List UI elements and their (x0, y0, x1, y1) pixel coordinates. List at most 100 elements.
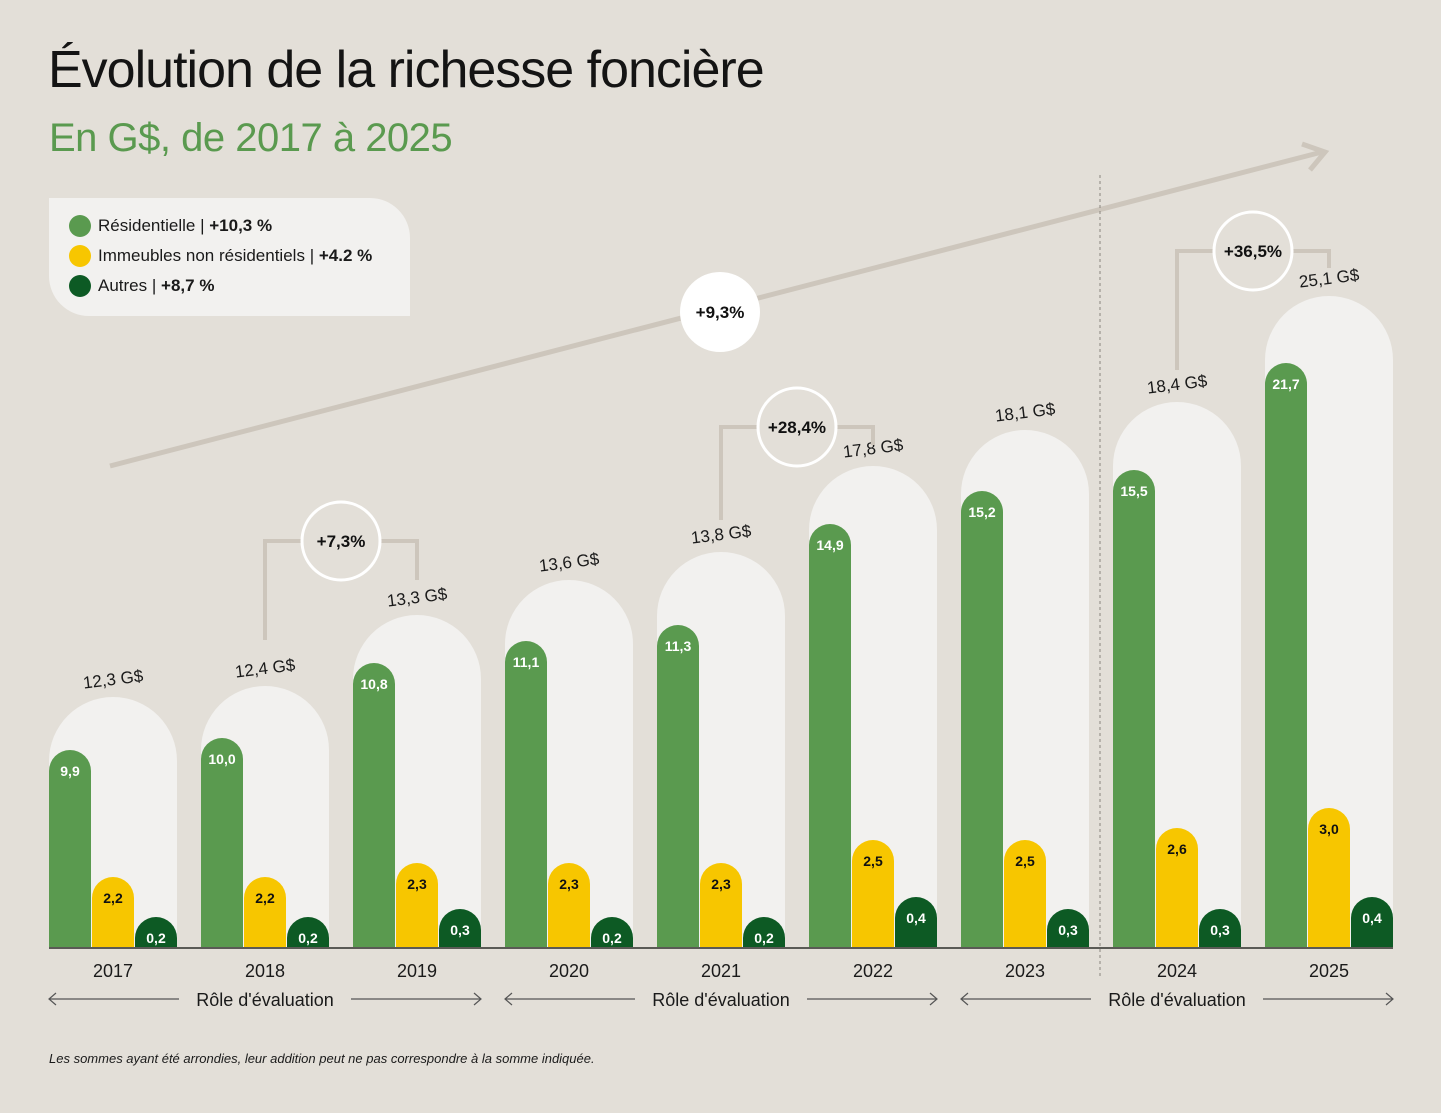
role-label: Rôle d'évaluation (1108, 990, 1246, 1010)
arrow-right-icon (929, 992, 938, 1006)
bar-value-label: 0,3 (1210, 922, 1230, 938)
overall-growth-label: +9,3% (696, 303, 745, 322)
growth-badge (756, 386, 838, 468)
bar-autres (1047, 909, 1089, 948)
total-label: 13,6 G$ (538, 549, 601, 575)
bar-immeubles-non-r-sidentiels (1308, 808, 1350, 948)
bar-value-label: 0,4 (1362, 910, 1382, 926)
role-label: Rôle d'évaluation (652, 990, 790, 1010)
bar-autres (135, 917, 177, 948)
total-label: 12,3 G$ (82, 666, 145, 692)
bar-r-sidentielle (961, 491, 1003, 948)
bar-r-sidentielle (1265, 363, 1307, 948)
x-tick-label: 2023 (1005, 961, 1045, 981)
bar-value-label: 2,3 (407, 876, 427, 892)
legend-sep: | (151, 276, 157, 295)
arrow-left-icon (960, 992, 969, 1006)
legend-item-others: Autres | +8,7 % (69, 275, 214, 297)
bar-value-label: 0,2 (146, 930, 166, 946)
legend-swatch (69, 245, 91, 267)
total-label: 13,3 G$ (386, 584, 449, 610)
legend: Résidentielle | +10,3 % Immeubles non ré… (49, 198, 410, 316)
bar-value-label: 2,3 (559, 876, 579, 892)
x-tick-label: 2021 (701, 961, 741, 981)
bar-autres (743, 917, 785, 948)
bar-value-label: 10,0 (208, 751, 235, 767)
bar-value-label: 3,0 (1319, 821, 1339, 837)
legend-label: Résidentielle (98, 216, 196, 235)
x-tick-label: 2020 (549, 961, 589, 981)
bar-autres (287, 917, 329, 948)
legend-item-non-residential: Immeubles non résidentiels | +4.2 % (69, 245, 372, 267)
bar-value-label: 14,9 (816, 537, 843, 553)
x-tick-label: 2022 (853, 961, 893, 981)
total-label: 13,8 G$ (690, 521, 753, 547)
bar-value-label: 2,5 (863, 853, 883, 869)
bar-value-label: 9,9 (60, 763, 80, 779)
trend-arrowhead-icon (1301, 141, 1330, 172)
bar-value-label: 11,3 (665, 638, 692, 654)
bar-immeubles-non-r-sidentiels (244, 877, 286, 948)
growth-badge-label: +28,4% (768, 418, 826, 437)
bar-value-label: 11,1 (513, 654, 540, 670)
bar-autres (591, 917, 633, 948)
chart-title: Évolution de la richesse foncière (48, 41, 765, 99)
total-label: 18,1 G$ (994, 399, 1057, 425)
bar-autres (1351, 897, 1393, 948)
overall-growth-badge (680, 272, 760, 352)
x-tick-label: 2024 (1157, 961, 1197, 981)
x-tick-label: 2025 (1309, 961, 1349, 981)
bar-r-sidentielle (1113, 470, 1155, 948)
bar-immeubles-non-r-sidentiels (396, 863, 438, 948)
bar-r-sidentielle (49, 750, 91, 948)
bar-autres (895, 897, 937, 948)
bar-immeubles-non-r-sidentiels (1004, 840, 1046, 948)
bar-r-sidentielle (809, 524, 851, 948)
bar-value-label: 15,5 (1120, 483, 1147, 499)
x-tick-label: 2017 (93, 961, 133, 981)
bar-r-sidentielle (505, 641, 547, 948)
legend-growth: +8,7 % (161, 276, 215, 295)
growth-badge (1212, 210, 1294, 292)
bar-value-label: 10,8 (360, 676, 387, 692)
bar-value-label: 0,3 (1058, 922, 1078, 938)
bar-value-label: 0,4 (906, 910, 926, 926)
legend-item-residential: Résidentielle | +10,3 % (69, 215, 272, 237)
bar-value-label: 2,3 (711, 876, 731, 892)
arrow-left-icon (48, 992, 57, 1006)
bar-immeubles-non-r-sidentiels (548, 863, 590, 948)
chart-subtitle: En G$, de 2017 à 2025 (49, 116, 453, 160)
bar-immeubles-non-r-sidentiels (852, 840, 894, 948)
legend-sep: | (309, 246, 315, 265)
legend-label: Immeubles non résidentiels (98, 246, 305, 265)
footnote: Les sommes ayant été arrondies, leur add… (49, 1051, 595, 1066)
bar-r-sidentielle (657, 625, 699, 948)
legend-growth: +10,3 % (209, 216, 273, 235)
bar-value-label: 0,2 (602, 930, 622, 946)
legend-sep: | (200, 216, 205, 235)
growth-badge (300, 500, 382, 582)
legend-label: Autres (98, 276, 148, 295)
bar-r-sidentielle (353, 663, 395, 948)
role-label: Rôle d'évaluation (196, 990, 334, 1010)
legend-swatch (69, 215, 91, 237)
bar-immeubles-non-r-sidentiels (1156, 828, 1198, 948)
bar-value-label: 21,7 (1272, 376, 1299, 392)
bar-value-label: 0,2 (754, 930, 774, 946)
growth-badge-label: +7,3% (317, 532, 366, 551)
bar-r-sidentielle (201, 738, 243, 948)
bar-autres (439, 909, 481, 948)
bar-autres (1199, 909, 1241, 948)
total-label: 12,4 G$ (234, 655, 297, 681)
bar-value-label: 2,5 (1015, 853, 1035, 869)
bar-value-label: 2,2 (255, 890, 275, 906)
bar-value-label: 2,2 (103, 890, 123, 906)
legend-growth: +4.2 % (318, 246, 373, 265)
bar-immeubles-non-r-sidentiels (92, 877, 134, 948)
legend-swatch (69, 275, 91, 297)
x-tick-label: 2018 (245, 961, 285, 981)
bar-immeubles-non-r-sidentiels (700, 863, 742, 948)
bar-value-label: 0,2 (298, 930, 318, 946)
bar-value-label: 2,6 (1167, 841, 1187, 857)
bar-value-label: 0,3 (450, 922, 470, 938)
